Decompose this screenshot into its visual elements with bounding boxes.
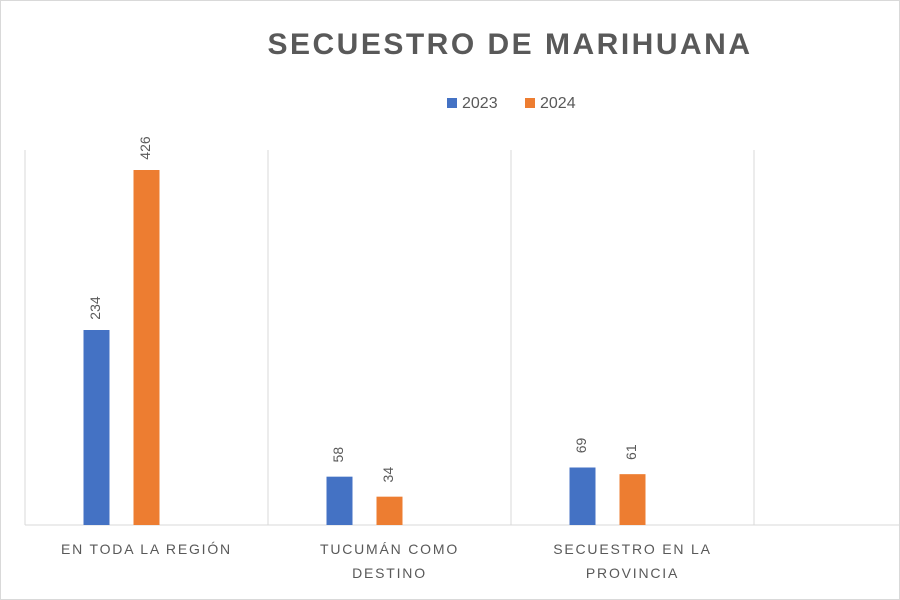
value-label: 58: [330, 447, 346, 463]
bar: [569, 467, 596, 525]
legend-label: 2024: [540, 95, 576, 112]
x-tick-label: TUCUMÁN COMO DESTINO: [320, 541, 459, 581]
value-label: 426: [137, 136, 153, 160]
value-label: 34: [380, 467, 396, 483]
bar: [83, 330, 110, 525]
value-label: 61: [623, 444, 639, 460]
legend-swatch: [525, 98, 535, 108]
x-tick-label: SECUESTRO EN LA PROVINCIA: [553, 541, 711, 581]
x-tick-label: EN TODA LA REGIÓN: [61, 541, 232, 557]
x-tick-label-line: SECUESTRO EN LA: [553, 541, 711, 557]
x-tick-label-line: PROVINCIA: [586, 565, 679, 581]
x-tick-label-line: TUCUMÁN COMO: [320, 541, 459, 557]
bar: [376, 496, 403, 525]
legend-swatch: [447, 98, 457, 108]
bar: [326, 476, 353, 525]
chart-title: SECUESTRO DE MARIHUANA: [267, 28, 752, 61]
bar: [133, 170, 160, 525]
x-tick-label-line: DESTINO: [352, 565, 427, 581]
value-label: 234: [87, 296, 103, 320]
x-tick-label-line: EN TODA LA REGIÓN: [61, 541, 232, 557]
legend-label: 2023: [462, 95, 498, 112]
value-label: 69: [573, 438, 589, 454]
bar: [619, 474, 646, 525]
